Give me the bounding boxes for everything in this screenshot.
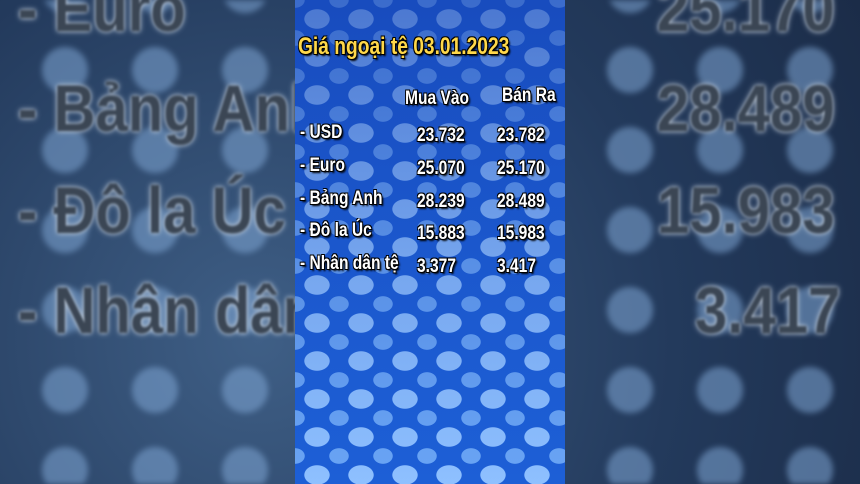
dots bbox=[565, 0, 860, 484]
background-row-label: - Bảng Anh bbox=[18, 71, 295, 145]
rate-value: 23.732 bbox=[417, 125, 465, 146]
row-label: - Bảng Anh bbox=[300, 188, 383, 209]
blurred-background-right: 25.170 28.489 15.983 3.417 bbox=[565, 0, 860, 484]
row-label: - USD bbox=[300, 122, 343, 143]
row-label: - Nhân dân tệ bbox=[300, 253, 399, 274]
background-rate-value: 25.170 bbox=[657, 0, 835, 45]
column-header: Bán Ra bbox=[502, 85, 556, 106]
rate-value: 28.239 bbox=[417, 191, 465, 212]
rate-value: 15.983 bbox=[497, 223, 545, 244]
rate-value: 3.417 bbox=[497, 256, 536, 277]
column-header: Mua Vào bbox=[405, 88, 470, 109]
background-rate-value: 15.983 bbox=[657, 173, 835, 247]
background-row-label: - Euro bbox=[18, 0, 186, 45]
dots bbox=[0, 0, 295, 484]
rate-value: 15.883 bbox=[417, 223, 465, 244]
background-row-label: - Đô la Úc bbox=[18, 173, 286, 247]
background-rate-value: 3.417 bbox=[695, 273, 841, 347]
rate-value: 25.170 bbox=[497, 158, 545, 179]
blurred-background-left: - Euro - Bảng Anh - Đô la Úc - Nhân dân tệ bbox=[0, 0, 295, 484]
rate-value: 23.782 bbox=[497, 125, 545, 146]
background-rate-value: 28.489 bbox=[657, 71, 835, 145]
rate-value: 28.489 bbox=[497, 191, 545, 212]
background-row-label: - Nhân dân tệ bbox=[18, 273, 295, 347]
rate-panel: Giá ngoại tệ 03.01.2023 Mua Vào Bán Ra -… bbox=[295, 0, 565, 484]
rate-value: 25.070 bbox=[417, 158, 465, 179]
row-label: - Euro bbox=[300, 155, 346, 176]
row-label: - Đô la Úc bbox=[300, 220, 372, 241]
title: Giá ngoại tệ 03.01.2023 bbox=[298, 33, 510, 60]
rate-value: 3.377 bbox=[417, 256, 456, 277]
